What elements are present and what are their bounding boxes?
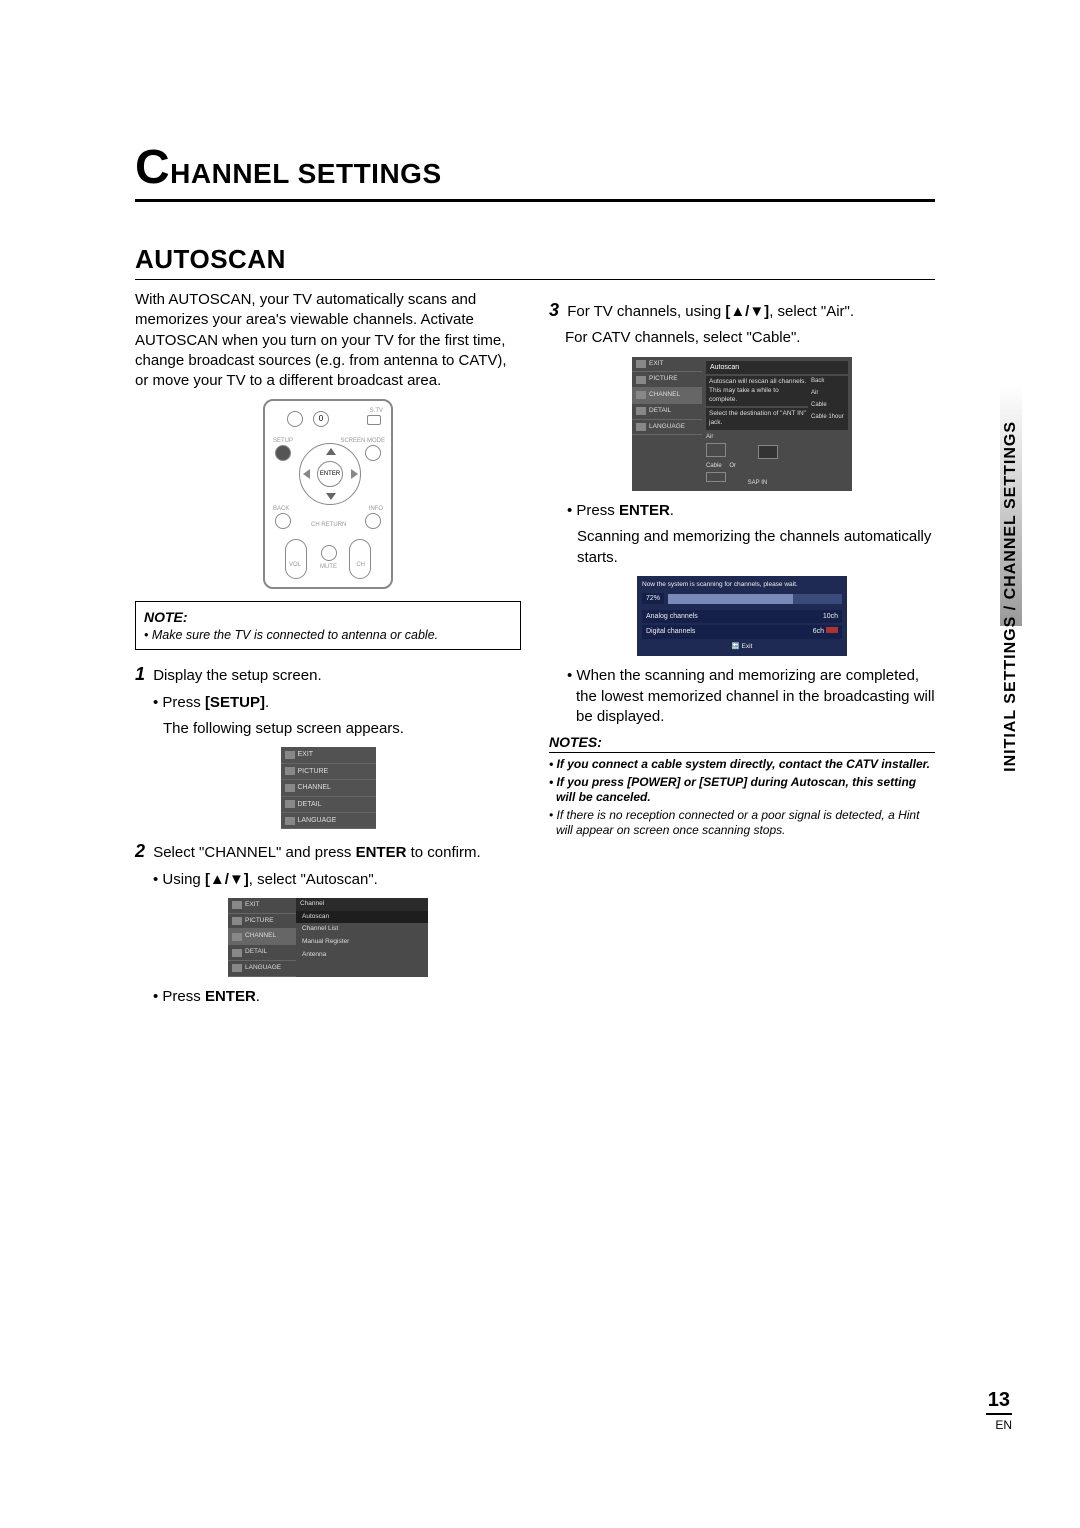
section-title: AUTOSCAN xyxy=(135,244,935,275)
setup-menu: EXIT PICTURE CHANNEL DETAIL LANGUAGE xyxy=(281,747,376,829)
note-title: NOTE: xyxy=(144,608,512,627)
autoscan-menu: EXIT PICTURE CHANNEL DETAIL LANGUAGE Aut… xyxy=(632,357,852,492)
step-3: 3 For TV channels, using [▲/▼], select "… xyxy=(549,298,935,322)
channel-item: Autoscan xyxy=(296,911,428,924)
channel-item: Channel List xyxy=(296,923,428,936)
side-tab-text: INITIAL SETTINGS / CHANNEL SETTINGS xyxy=(1002,421,1020,772)
digital-row: Digital channels 6ch xyxy=(642,625,842,638)
menu-item: PICTURE xyxy=(281,764,376,780)
autoscan-figure: EXIT PICTURE CHANNEL DETAIL LANGUAGE Aut… xyxy=(549,357,935,492)
notes-block: NOTES: • If you connect a cable system d… xyxy=(549,733,935,839)
menu-item: CHANNEL xyxy=(281,780,376,796)
analog-row: Analog channels 10ch xyxy=(642,610,842,623)
step-1-num: 1 xyxy=(135,664,145,684)
scan-percent: 72% xyxy=(642,593,664,604)
remote-figure: 0 S.TV SETUP SCREEN MODE ENTER BACK INFO xyxy=(135,399,521,589)
chapter-title-rest: HANNEL SETTINGS xyxy=(170,158,441,189)
setup-label: SETUP xyxy=(273,437,293,445)
notes-list: • If you connect a cable system directly… xyxy=(549,757,935,839)
scan-progress: Now the system is scanning for channels,… xyxy=(637,576,847,656)
step-2: 2 Select "CHANNEL" and press ENTER to co… xyxy=(135,839,521,863)
page-lang: EN xyxy=(986,1418,1012,1432)
chapter-title: CHANNEL SETTINGS xyxy=(135,140,935,195)
ch-label: CH xyxy=(356,561,365,569)
channel-header: Channel xyxy=(296,898,428,911)
right-column: 3 For TV channels, using [▲/▼], select "… xyxy=(549,290,935,1013)
back-label: BACK xyxy=(273,505,289,513)
step-1-bullet-2: The following setup screen appears. xyxy=(135,719,521,739)
vol-label: VOL xyxy=(289,561,301,569)
note-item: • If you press [POWER] or [SETUP] during… xyxy=(549,775,935,806)
chreturn-label: CH RETURN xyxy=(311,521,346,529)
remote-illustration: 0 S.TV SETUP SCREEN MODE ENTER BACK INFO xyxy=(263,399,393,589)
menu-item: EXIT xyxy=(281,747,376,763)
step-2-press: • Press ENTER. xyxy=(135,987,521,1007)
note-item: • If there is no reception connected or … xyxy=(549,808,935,839)
channel-menu-figure: EXIT PICTURE CHANNEL DETAIL LANGUAGE Cha… xyxy=(135,898,521,977)
menu-item: DETAIL xyxy=(281,797,376,813)
notes-title: NOTES: xyxy=(549,733,935,753)
step-3-num: 3 xyxy=(549,300,559,320)
step-1-bullet-1: • Press [SETUP]. xyxy=(135,693,521,713)
setup-menu-figure: EXIT PICTURE CHANNEL DETAIL LANGUAGE xyxy=(135,747,521,829)
scan-text: Scanning and memorizing the channels aut… xyxy=(549,527,935,568)
chapter-rule xyxy=(135,199,935,202)
step-2-num: 2 xyxy=(135,841,145,861)
step-1: 1 Display the setup screen. xyxy=(135,662,521,686)
press-enter: • Press ENTER. xyxy=(549,501,935,521)
mute-label: MUTE xyxy=(320,563,337,571)
channel-item: Antenna xyxy=(296,949,428,962)
page-number: 13 xyxy=(986,1389,1012,1415)
intro-text: With AUTOSCAN, your TV automatically sca… xyxy=(135,290,521,391)
screen-label: SCREEN MODE xyxy=(340,437,385,445)
note-body: • Make sure the TV is connected to anten… xyxy=(144,627,512,643)
scan-progress-figure: Now the system is scanning for channels,… xyxy=(549,576,935,656)
left-column: With AUTOSCAN, your TV automatically sca… xyxy=(135,290,521,1013)
note-box: NOTE: • Make sure the TV is connected to… xyxy=(135,601,521,650)
side-tab: INITIAL SETTINGS / CHANNEL SETTINGS xyxy=(1000,386,1022,806)
note-item: • If you connect a cable system directly… xyxy=(549,757,935,773)
scan-exit: 🔙 Exit xyxy=(642,643,842,652)
info-label: INFO xyxy=(369,505,383,513)
step-3-line2: For CATV channels, select "Cable". xyxy=(549,328,935,348)
step-1-text: Display the setup screen. xyxy=(153,667,321,684)
menu-item: LANGUAGE xyxy=(281,813,376,829)
page-number-block: 13 EN xyxy=(986,1389,1012,1432)
complete-text: • When the scanning and memorizing are c… xyxy=(549,666,935,727)
section-rule xyxy=(135,279,935,280)
autoscan-header: Autoscan xyxy=(706,361,848,374)
progress-bar xyxy=(668,594,842,604)
chapter-title-cap: C xyxy=(135,141,170,194)
channel-item: Manual Register xyxy=(296,936,428,949)
scan-header: Now the system is scanning for channels,… xyxy=(642,581,842,590)
step-2-bullet: • Using [▲/▼], select "Autoscan". xyxy=(135,870,521,890)
channel-menu: EXIT PICTURE CHANNEL DETAIL LANGUAGE Cha… xyxy=(228,898,428,977)
